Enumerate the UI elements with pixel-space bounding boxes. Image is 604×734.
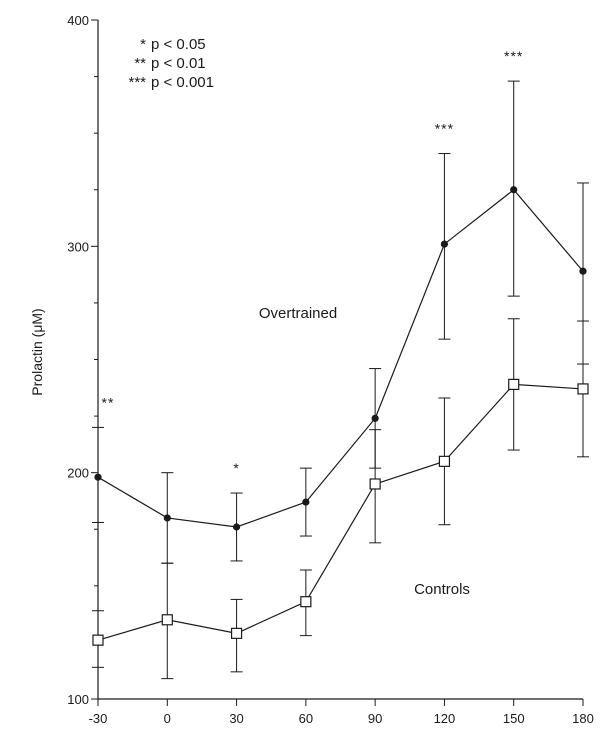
data-point (232, 523, 241, 531)
data-point (163, 514, 171, 522)
series-overtrained (92, 80, 589, 564)
legend-marks: ** (134, 55, 146, 72)
data-point (369, 478, 381, 490)
significance-marks: ********* (102, 48, 523, 476)
data-point (440, 240, 449, 248)
series-line (97, 188, 584, 528)
data-point (438, 455, 451, 467)
significance-mark: * (233, 460, 239, 476)
axes (91, 19, 584, 706)
significance-mark: *** (435, 121, 454, 137)
data-point (300, 596, 312, 608)
legend-marks: *** (128, 74, 146, 91)
series-controls (92, 318, 589, 680)
data-point (508, 378, 520, 390)
y-tick-label: 300 (67, 239, 89, 254)
data-point (579, 267, 587, 275)
x-tick-label: 90 (368, 711, 382, 726)
data-point (230, 627, 243, 639)
x-tick-label: 180 (572, 711, 594, 726)
y-tick-label: 200 (67, 466, 89, 481)
legend-text: p < 0.01 (151, 55, 206, 72)
series-label-controls: Controls (414, 581, 470, 598)
x-tick-label: 30 (229, 711, 243, 726)
y-axis-title: Prolactin (μM) (29, 308, 45, 395)
y-tick-label: 400 (67, 13, 89, 28)
legend: * p < 0.05 ** p < 0.01 *** p < 0.001 (128, 36, 214, 91)
x-tick-label: 0 (164, 711, 171, 726)
legend-marks: * (140, 36, 146, 53)
data-point (510, 186, 518, 194)
y-tick-label: 100 (67, 692, 89, 707)
x-tick-label: 120 (434, 711, 456, 726)
series-label-overtrained: Overtrained (259, 305, 337, 322)
x-tick-label: -30 (89, 711, 108, 726)
data-point (161, 614, 173, 626)
data-point (371, 414, 379, 422)
y-tick-labels: 100 200 300 400 (67, 13, 89, 707)
x-tick-label: 60 (299, 711, 313, 726)
series-line (97, 383, 584, 641)
data-point (302, 498, 310, 506)
legend-text: p < 0.001 (151, 74, 214, 91)
data-point (92, 634, 104, 646)
significance-mark: ** (102, 394, 115, 410)
data-point (94, 473, 102, 481)
significance-mark: *** (504, 48, 523, 64)
legend-text: p < 0.05 (151, 36, 206, 53)
x-tick-labels: -30 0 30 60 90 120 150 180 (89, 711, 594, 726)
x-tick-label: 150 (503, 711, 525, 726)
data-point (577, 383, 589, 395)
